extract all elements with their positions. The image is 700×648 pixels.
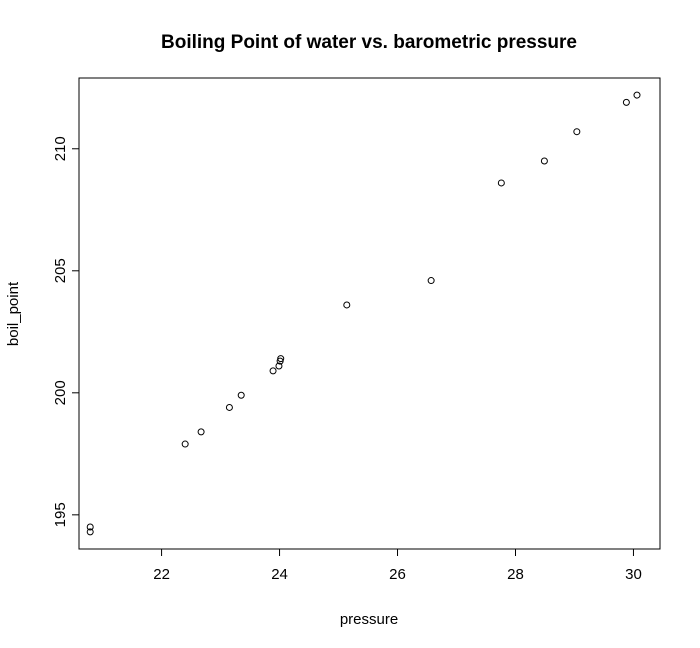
data-point: [573, 128, 581, 136]
data-point: [633, 91, 641, 99]
y-tick-label: 195: [52, 502, 69, 527]
y-tick-label: 205: [52, 258, 69, 283]
data-point: [540, 157, 548, 165]
plot-frame: [78, 77, 661, 550]
chart-title: Boiling Point of water vs. barometric pr…: [161, 32, 577, 53]
data-point: [275, 362, 283, 370]
data-point: [276, 357, 284, 365]
y-tick-label: 210: [52, 136, 69, 161]
x-tick-label: 22: [153, 566, 170, 583]
data-point: [237, 391, 245, 399]
data-point: [86, 523, 94, 531]
data-point: [427, 277, 435, 285]
data-point: [225, 403, 233, 411]
x-axis-label: pressure: [340, 611, 398, 628]
data-point: [197, 428, 205, 436]
x-tick-label: 30: [625, 566, 642, 583]
x-tick-label: 24: [271, 566, 288, 583]
data-point: [181, 440, 189, 448]
x-tick-label: 28: [507, 566, 524, 583]
data-point: [497, 179, 505, 187]
data-point: [622, 98, 630, 106]
data-point: [86, 528, 94, 536]
data-points: [86, 91, 641, 536]
x-tick-label: 26: [389, 566, 406, 583]
y-axis: 195 200 205 210: [52, 136, 79, 527]
data-point: [269, 367, 277, 375]
y-axis-label: boil_point: [5, 281, 22, 346]
data-point: [343, 301, 351, 309]
x-axis: 22 24 26 28 30: [153, 549, 642, 583]
y-tick-label: 200: [52, 380, 69, 405]
